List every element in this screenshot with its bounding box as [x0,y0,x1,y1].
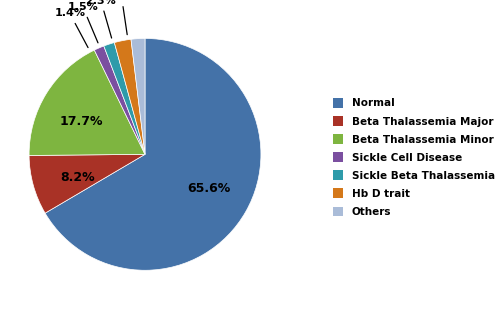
Wedge shape [104,43,145,154]
Wedge shape [45,38,261,270]
Wedge shape [114,39,145,154]
Text: 1.5%: 1.5% [68,2,98,43]
Text: 1.9%: 1.9% [106,0,137,35]
Text: 65.6%: 65.6% [187,182,230,195]
Text: 2.3%: 2.3% [86,0,116,38]
Wedge shape [29,50,145,156]
Wedge shape [29,154,145,213]
Legend: Normal, Beta Thalassemia Major, Beta Thalassemia Minor, Sickle Cell Disease, Sic: Normal, Beta Thalassemia Major, Beta Tha… [333,98,495,217]
Text: 8.2%: 8.2% [60,171,94,184]
Wedge shape [131,38,145,154]
Text: 1.4%: 1.4% [54,8,88,48]
Text: 17.7%: 17.7% [60,115,103,128]
Wedge shape [94,46,145,154]
